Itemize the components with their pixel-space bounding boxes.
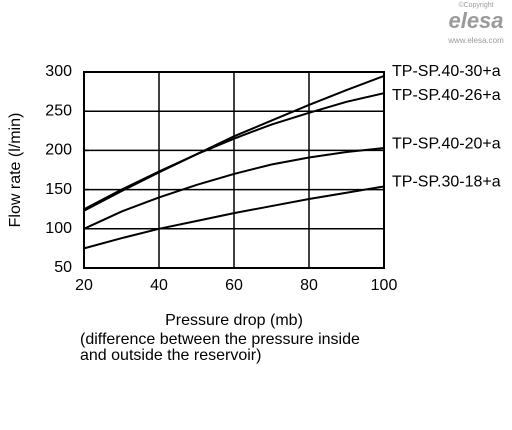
watermark-url: www.elesa.com [447,36,504,45]
x-tick-label: 60 [225,277,243,294]
x-axis-label: Pressure drop (mb) [165,312,303,329]
x-tick-label: 40 [150,277,168,294]
y-tick-label: 200 [45,142,72,159]
series-label: TP-SP.40-30+a [392,63,501,80]
x-tick-label: 100 [371,277,398,294]
series-label: TP-SP.40-26+a [392,87,501,104]
x-tick-label: 80 [300,277,318,294]
series-label: TP-SP.40-20+a [392,135,501,152]
x-axis-note: (difference between the pressure inside [80,331,360,348]
watermark-logo: elesa [448,8,503,33]
y-tick-label: 50 [54,259,72,276]
series-line [83,74,385,211]
watermark-copyright: ©Copyright [458,1,493,9]
y-axis-label: Flow rate (l/min) [7,113,24,228]
x-tick-label: 20 [75,277,93,294]
y-tick-label: 300 [45,63,72,80]
series-line [83,147,385,230]
series-label: TP-SP.30-18+a [392,174,501,191]
y-tick-label: 150 [45,181,72,198]
y-tick-label: 250 [45,102,72,119]
series-line [83,185,385,250]
series-line [83,92,385,212]
y-tick-label: 100 [45,220,72,237]
plot-frame [83,71,385,269]
x-axis-note: and outside the reservoir) [80,347,261,364]
